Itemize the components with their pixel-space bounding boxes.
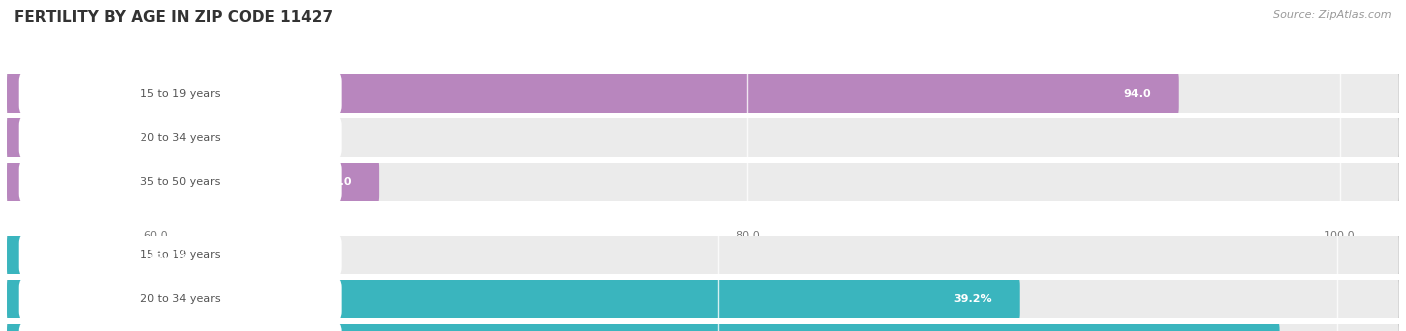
FancyBboxPatch shape — [7, 146, 1399, 217]
FancyBboxPatch shape — [7, 309, 1279, 331]
FancyBboxPatch shape — [7, 146, 380, 217]
Text: 35 to 50 years: 35 to 50 years — [141, 176, 221, 187]
FancyBboxPatch shape — [18, 115, 342, 161]
Text: 60.0: 60.0 — [117, 132, 143, 143]
FancyBboxPatch shape — [7, 58, 1399, 129]
FancyBboxPatch shape — [18, 159, 342, 205]
FancyBboxPatch shape — [18, 277, 342, 322]
Text: 67.0: 67.0 — [323, 176, 352, 187]
FancyBboxPatch shape — [7, 58, 1178, 129]
FancyBboxPatch shape — [7, 102, 172, 173]
Text: 20 to 34 years: 20 to 34 years — [139, 132, 221, 143]
FancyBboxPatch shape — [18, 71, 342, 117]
FancyBboxPatch shape — [7, 265, 1019, 331]
FancyBboxPatch shape — [18, 233, 342, 278]
Text: 13.2%: 13.2% — [149, 250, 187, 260]
Text: 15 to 19 years: 15 to 19 years — [141, 250, 221, 260]
Text: 20 to 34 years: 20 to 34 years — [139, 294, 221, 305]
Text: 15 to 19 years: 15 to 19 years — [141, 88, 221, 99]
FancyBboxPatch shape — [7, 102, 1399, 173]
Text: FERTILITY BY AGE IN ZIP CODE 11427: FERTILITY BY AGE IN ZIP CODE 11427 — [14, 10, 333, 25]
FancyBboxPatch shape — [7, 221, 215, 290]
FancyBboxPatch shape — [7, 265, 1399, 331]
FancyBboxPatch shape — [7, 309, 1399, 331]
FancyBboxPatch shape — [7, 221, 1399, 290]
Text: 94.0: 94.0 — [1123, 88, 1152, 99]
FancyBboxPatch shape — [18, 321, 342, 331]
Text: Source: ZipAtlas.com: Source: ZipAtlas.com — [1274, 10, 1392, 20]
Text: 39.2%: 39.2% — [953, 294, 991, 305]
